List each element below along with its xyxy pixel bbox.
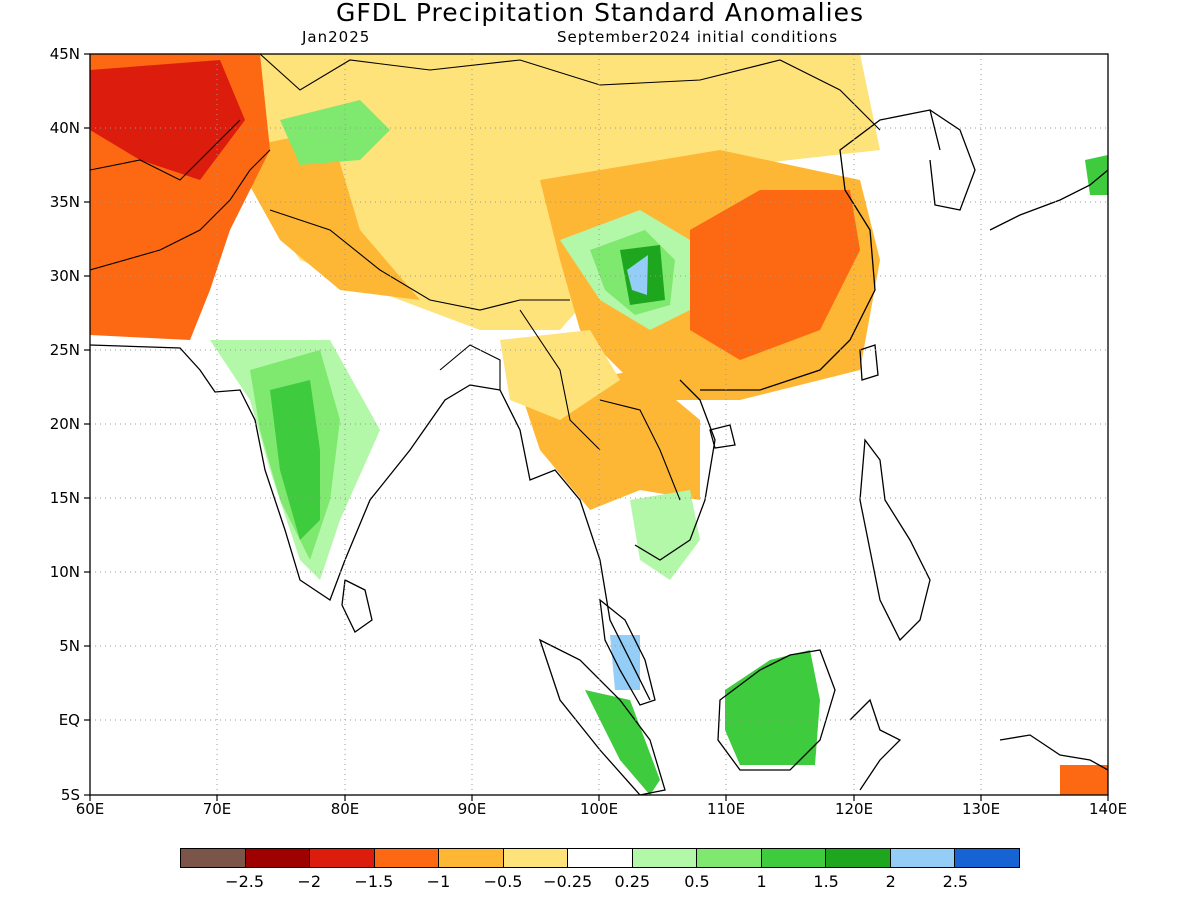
colorbar-label: 2.5 (942, 872, 969, 891)
lat-label-40n: 40N (49, 119, 80, 137)
anomaly-area-sichuan-wet-max (627, 255, 648, 295)
colorbar-label: 1.5 (813, 872, 839, 891)
lat-label-35n: 35N (49, 193, 80, 211)
colorbar-label: −1 (426, 872, 451, 891)
colorbar-label: −0.25 (543, 872, 593, 891)
india-coastline (90, 344, 501, 601)
colorbar-label: −2.5 (225, 872, 265, 891)
colorbar (180, 848, 1020, 868)
colorbar-swatch (503, 849, 569, 867)
anomaly-area-new-guinea-dry (1060, 765, 1108, 795)
anomaly-area-india-wet-strong (270, 380, 320, 540)
anomaly-field (90, 54, 1108, 795)
anomaly-area-sumatra-wet (585, 690, 660, 795)
colorbar-label: 2 (885, 872, 896, 891)
axis-ticks (84, 53, 1109, 801)
colorbar-label: −0.5 (483, 872, 523, 891)
border-pakistan (90, 149, 271, 271)
lon-label-120e: 120E (834, 800, 874, 818)
anomaly-area-malay-wet (610, 635, 640, 690)
colorbar-swatch (632, 849, 698, 867)
lon-label-110e: 110E (706, 800, 746, 818)
indochina-coastline (499, 389, 651, 701)
border-himalaya (269, 209, 570, 311)
colorbar-swatch (374, 849, 440, 867)
colorbar-swatch (697, 849, 762, 867)
colorbar-swatch (826, 849, 891, 867)
sulawesi-coastline (849, 698, 902, 791)
lon-label-100e: 100E (579, 800, 619, 818)
lat-label-10n: 10N (49, 563, 80, 581)
china-coastline (700, 109, 941, 391)
border-india-bangladesh (439, 344, 501, 390)
border-afghanistan (90, 119, 241, 181)
lon-label-130e: 130E (961, 800, 1001, 818)
sri-lanka-coastline (341, 579, 373, 633)
colorbar-swatch (181, 849, 246, 867)
colorbar-swatch (310, 849, 375, 867)
lat-label-eq: EQ (58, 711, 80, 729)
map-title: GFDL Precipitation Standard Anomalies (336, 0, 864, 27)
graticule (90, 54, 1108, 795)
anomaly-area-indochina-light (500, 330, 620, 420)
border-laos (599, 399, 681, 501)
colorbar-swatch (955, 849, 1019, 867)
borneo-coastline (717, 649, 836, 771)
colorbar-swatch (245, 849, 311, 867)
new-guinea-coastline (999, 734, 1108, 771)
lon-label-90e: 90E (457, 800, 487, 818)
vietnam-coastline (634, 379, 716, 561)
colorbar-label: −2 (297, 872, 322, 891)
lat-label-20n: 20N (49, 415, 80, 433)
colorbar-swatch (761, 849, 827, 867)
border-myanmar (519, 309, 601, 451)
colorbar-label: 0.25 (614, 872, 651, 891)
colorbar-swatch (568, 849, 633, 867)
initial-conditions: September2024 initial conditions (557, 28, 839, 46)
colorbar-label: 1 (756, 872, 767, 891)
sumatra-coastline (538, 638, 666, 795)
anomaly-area-central-asia (330, 54, 620, 140)
hainan-coastline (709, 424, 736, 449)
lon-label-80e: 80E (330, 800, 360, 818)
colorbar-label: −1.5 (354, 872, 394, 891)
forecast-month: Jan2025 (302, 28, 371, 46)
anomaly-area-xinjiang-wet (280, 100, 390, 165)
anomaly-area-south-china-strong (690, 190, 860, 360)
lat-label-5s: 5S (60, 786, 80, 804)
japan-coastline (989, 169, 1108, 231)
lat-label-45n: 45N (49, 45, 80, 63)
colorbar-swatch (439, 849, 504, 867)
anomaly-area-japan-wet (1085, 155, 1108, 195)
anomaly-area-tibet-moderate (230, 130, 420, 300)
taiwan-coastline (859, 344, 879, 381)
lon-label-140e: 140E (1088, 800, 1128, 818)
border-china-north (259, 54, 881, 131)
lat-label-25n: 25N (49, 341, 80, 359)
korea-coastline (929, 109, 976, 211)
malay-coastline (599, 598, 656, 706)
lon-label-70e: 70E (202, 800, 232, 818)
anomaly-area-afghanistan-strong (90, 60, 245, 180)
colorbar-swatch (890, 849, 956, 867)
lat-label-15n: 15N (49, 489, 80, 507)
lat-label-30n: 30N (49, 267, 80, 285)
anomaly-area-borneo-wet (725, 650, 820, 765)
political-borders (90, 54, 881, 501)
philippines-coastline (859, 438, 931, 642)
colorbar-label: 0.5 (684, 872, 710, 891)
lon-label-60e: 60E (75, 800, 105, 818)
anomaly-area-cambodia-wet (630, 490, 700, 580)
lat-label-5n: 5N (59, 637, 80, 655)
coastlines (90, 109, 1108, 795)
